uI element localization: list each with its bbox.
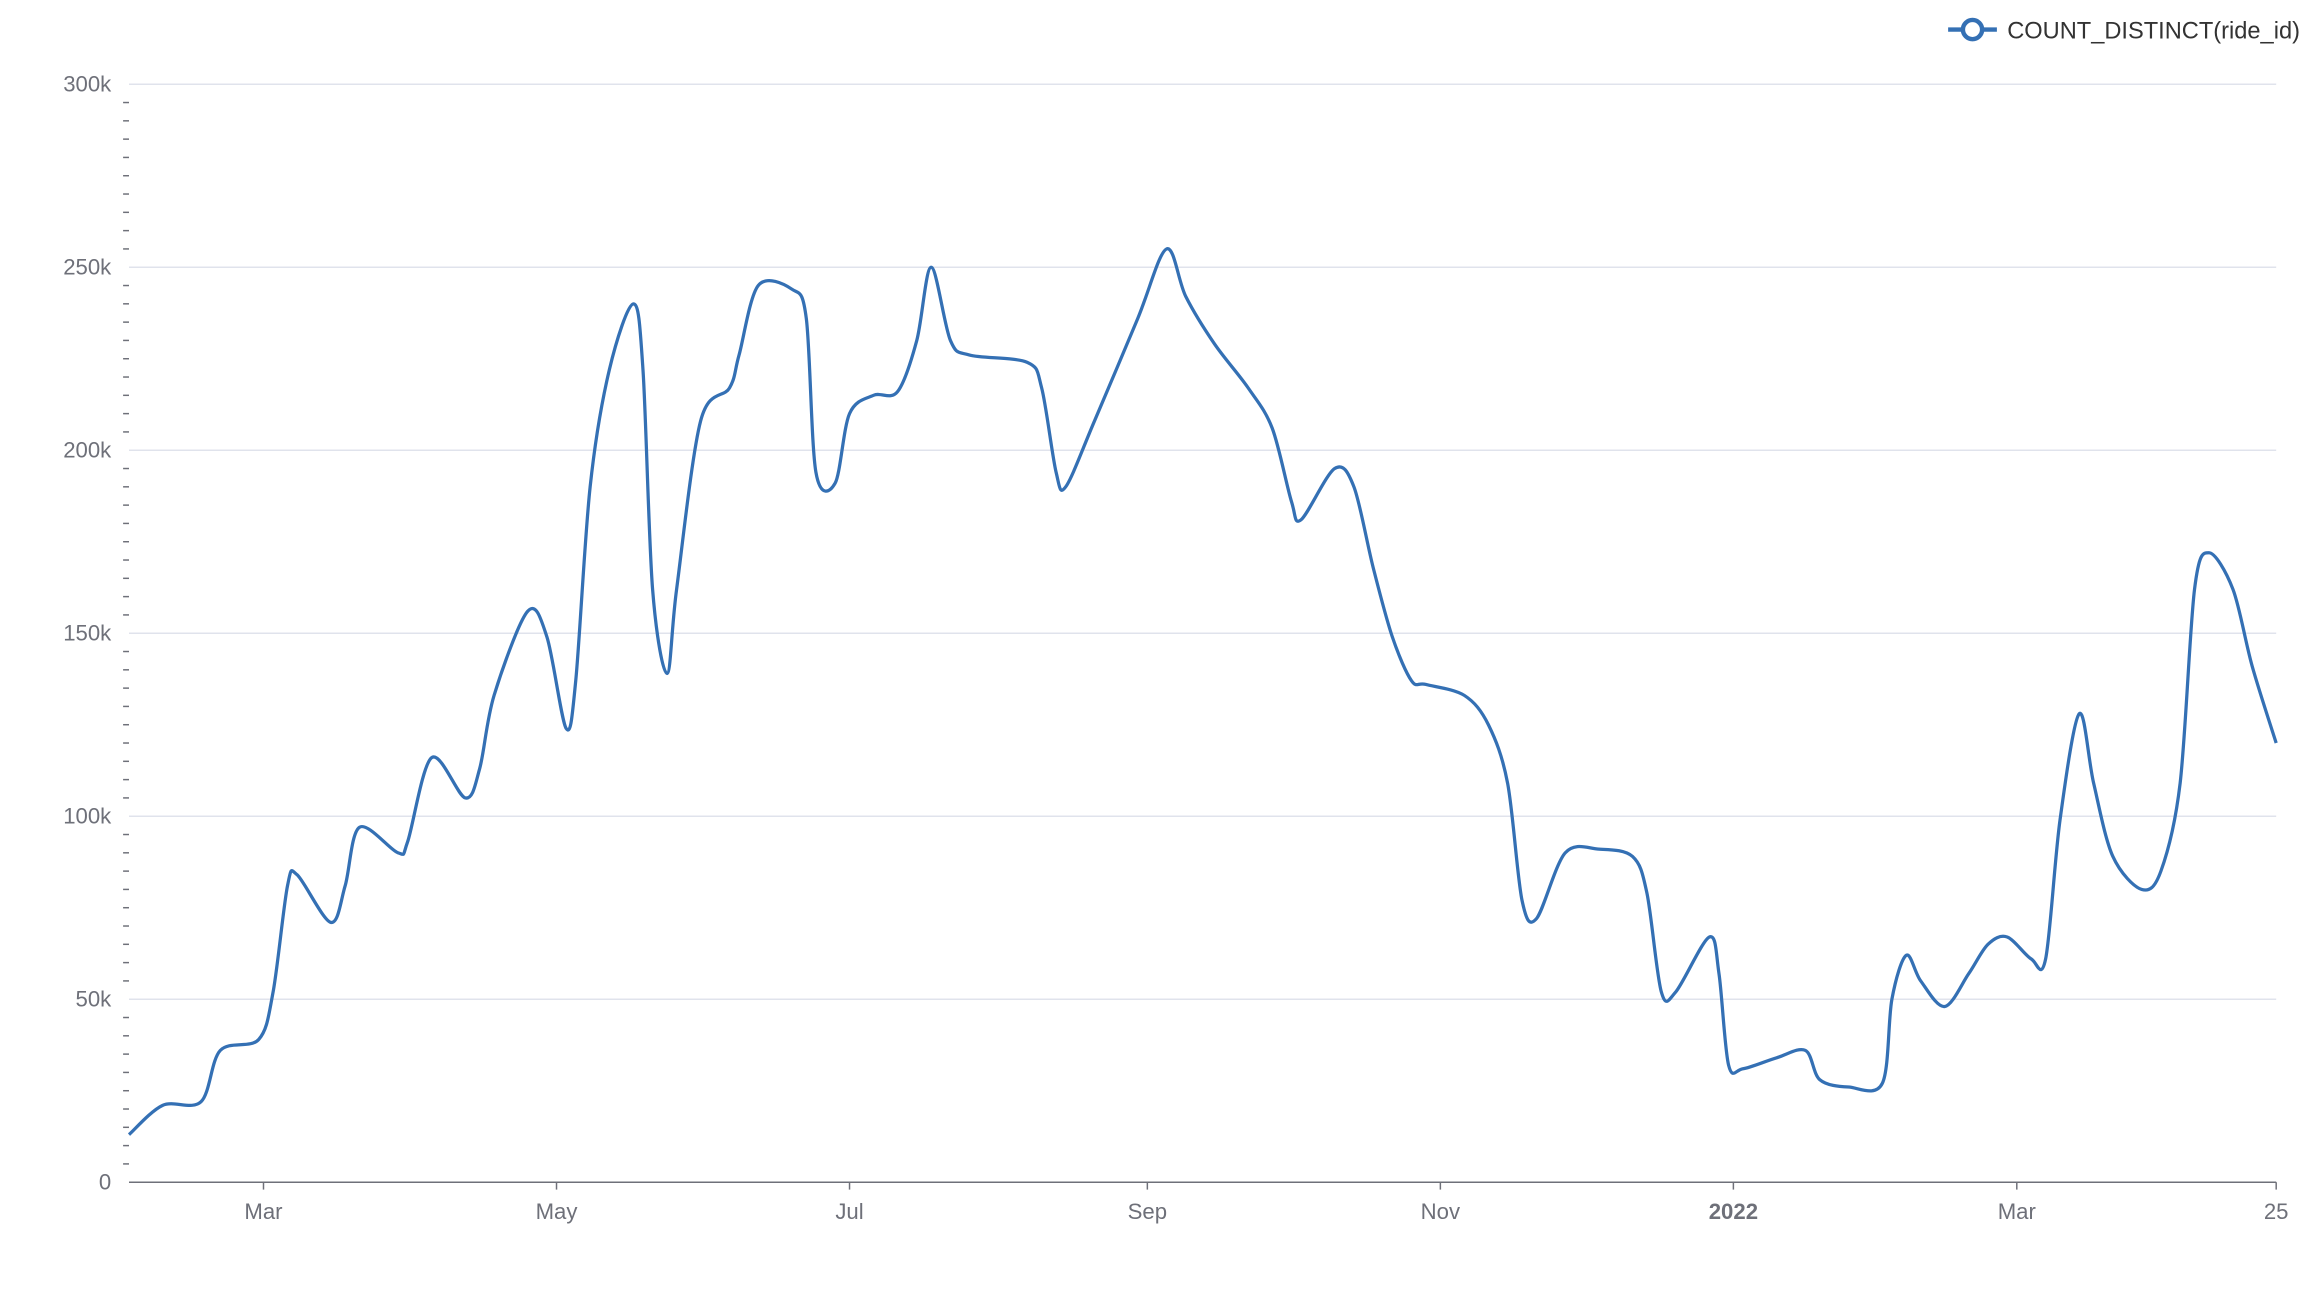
y-tick-label: 300k bbox=[63, 72, 112, 97]
x-tick-label: 25 bbox=[2264, 1199, 2289, 1224]
series-layer bbox=[127, 247, 2278, 1136]
legend-circle-icon bbox=[1960, 17, 1985, 42]
series-line bbox=[127, 247, 2278, 1136]
x-tick-label: Jul bbox=[835, 1199, 863, 1224]
y-tick-label: 50k bbox=[76, 987, 113, 1012]
x-tick-label: Sep bbox=[1128, 1199, 1167, 1224]
y-tick-label: 250k bbox=[63, 255, 112, 280]
x-axis: Mar May Jul Sep Nov 2022 Mar 25 bbox=[128, 1181, 2289, 1224]
y-tick-label: 150k bbox=[63, 621, 112, 646]
y-tick-label: 0 bbox=[99, 1170, 111, 1195]
x-tick-label: 2022 bbox=[1709, 1199, 1758, 1224]
legend[interactable]: COUNT_DISTINCT(ride_id) bbox=[1948, 17, 2300, 44]
legend-label: COUNT_DISTINCT(ride_id) bbox=[2007, 18, 2300, 44]
x-tick-label: Mar bbox=[1998, 1199, 2037, 1224]
y-axis: 0 50k 100k 150k 200k 250k 300k bbox=[63, 72, 129, 1195]
x-tick-label: May bbox=[536, 1199, 579, 1224]
x-tick-label: Mar bbox=[244, 1199, 283, 1224]
x-tick-label: Nov bbox=[1421, 1199, 1460, 1224]
grid-lines bbox=[128, 83, 2277, 1000]
y-tick-label: 100k bbox=[63, 804, 112, 829]
y-tick-label: 200k bbox=[63, 438, 112, 463]
